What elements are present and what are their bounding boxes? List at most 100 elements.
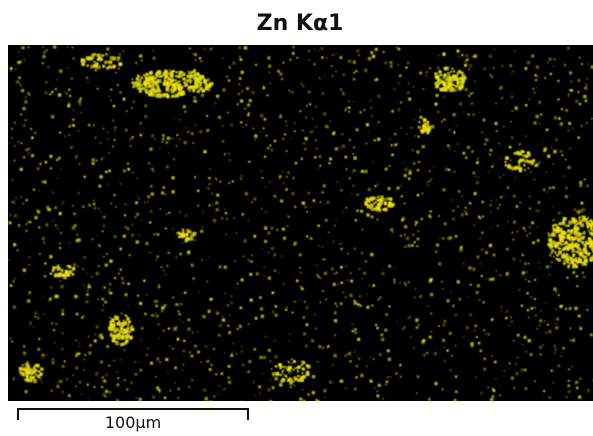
speckle bbox=[414, 288, 417, 291]
speckle bbox=[292, 368, 295, 371]
speckle bbox=[524, 230, 527, 232]
speckle bbox=[68, 134, 71, 137]
speckle bbox=[181, 91, 186, 96]
speckle bbox=[533, 306, 536, 309]
speckle bbox=[564, 108, 569, 112]
speckle bbox=[98, 334, 102, 338]
speckle bbox=[26, 91, 31, 96]
speckle bbox=[424, 125, 428, 129]
speckle bbox=[279, 72, 283, 76]
speckle bbox=[586, 242, 590, 245]
speckle bbox=[584, 241, 588, 245]
speckle bbox=[313, 63, 316, 66]
speckle bbox=[539, 346, 542, 349]
speckle bbox=[204, 86, 209, 91]
speckle bbox=[80, 393, 83, 395]
speckle bbox=[433, 352, 437, 356]
speckle bbox=[63, 135, 67, 138]
speckle bbox=[301, 129, 304, 132]
speckle bbox=[472, 267, 476, 271]
speckle bbox=[561, 221, 566, 226]
speckle bbox=[12, 305, 16, 309]
speckle bbox=[341, 133, 344, 136]
speckle bbox=[117, 336, 121, 340]
speckle bbox=[171, 89, 175, 94]
speckle bbox=[447, 82, 452, 87]
speckle bbox=[154, 375, 157, 378]
speckle bbox=[194, 53, 198, 57]
speckle bbox=[549, 247, 553, 250]
speckle bbox=[493, 48, 495, 51]
speckle bbox=[270, 148, 274, 152]
speckle bbox=[371, 115, 374, 118]
speckle bbox=[161, 134, 165, 137]
speckle bbox=[290, 137, 292, 139]
speckle bbox=[569, 231, 573, 235]
speckle bbox=[370, 252, 374, 257]
speckle bbox=[240, 99, 244, 103]
speckle bbox=[24, 390, 28, 394]
speckle bbox=[401, 328, 405, 331]
speckle bbox=[315, 398, 318, 401]
speckle bbox=[324, 218, 328, 222]
speckle bbox=[405, 284, 407, 287]
speckle bbox=[181, 363, 185, 366]
speckle bbox=[193, 96, 196, 100]
speckle bbox=[145, 294, 148, 297]
speckle bbox=[274, 376, 278, 381]
speckle bbox=[118, 320, 121, 322]
speckle bbox=[284, 365, 287, 369]
speckle bbox=[442, 188, 446, 192]
speckle bbox=[306, 373, 310, 377]
speckle bbox=[358, 267, 361, 271]
speckle bbox=[61, 312, 65, 316]
speckle bbox=[13, 159, 16, 162]
speckle bbox=[345, 206, 348, 209]
speckle bbox=[474, 175, 477, 178]
speckle bbox=[358, 357, 361, 360]
speckle bbox=[42, 50, 46, 54]
speckle bbox=[586, 217, 589, 220]
speckle bbox=[108, 95, 111, 98]
speckle bbox=[72, 267, 76, 271]
speckle bbox=[255, 197, 257, 199]
speckle bbox=[546, 191, 548, 194]
speckle bbox=[382, 271, 384, 273]
speckle bbox=[166, 136, 171, 140]
speckle bbox=[243, 46, 248, 50]
speckle bbox=[407, 91, 410, 94]
speckle bbox=[335, 271, 338, 274]
speckle bbox=[358, 54, 360, 57]
speckle bbox=[446, 299, 450, 303]
speckle bbox=[301, 360, 305, 364]
speckle bbox=[269, 181, 271, 183]
speckle bbox=[192, 234, 195, 237]
speckle bbox=[491, 277, 495, 281]
speckle bbox=[38, 189, 40, 192]
speckle bbox=[454, 150, 457, 152]
speckle bbox=[101, 309, 104, 312]
speckle bbox=[519, 201, 521, 204]
speckle bbox=[11, 340, 14, 343]
speckle bbox=[449, 82, 453, 86]
speckle bbox=[455, 344, 457, 347]
speckle bbox=[527, 167, 530, 169]
speckle bbox=[209, 81, 214, 86]
speckle bbox=[116, 399, 119, 401]
speckle bbox=[26, 378, 29, 381]
speckle bbox=[212, 298, 214, 300]
speckle bbox=[385, 383, 387, 386]
speckle bbox=[217, 393, 220, 395]
speckle bbox=[153, 299, 157, 303]
speckle bbox=[91, 161, 95, 166]
speckle bbox=[577, 209, 581, 213]
speckle bbox=[26, 361, 29, 364]
speckle bbox=[193, 76, 197, 80]
speckle bbox=[192, 277, 195, 280]
speckle bbox=[280, 78, 283, 81]
speckle bbox=[78, 130, 81, 132]
speckle bbox=[355, 376, 358, 379]
speckle bbox=[553, 287, 557, 291]
speckle bbox=[419, 115, 423, 119]
speckle bbox=[190, 232, 194, 236]
